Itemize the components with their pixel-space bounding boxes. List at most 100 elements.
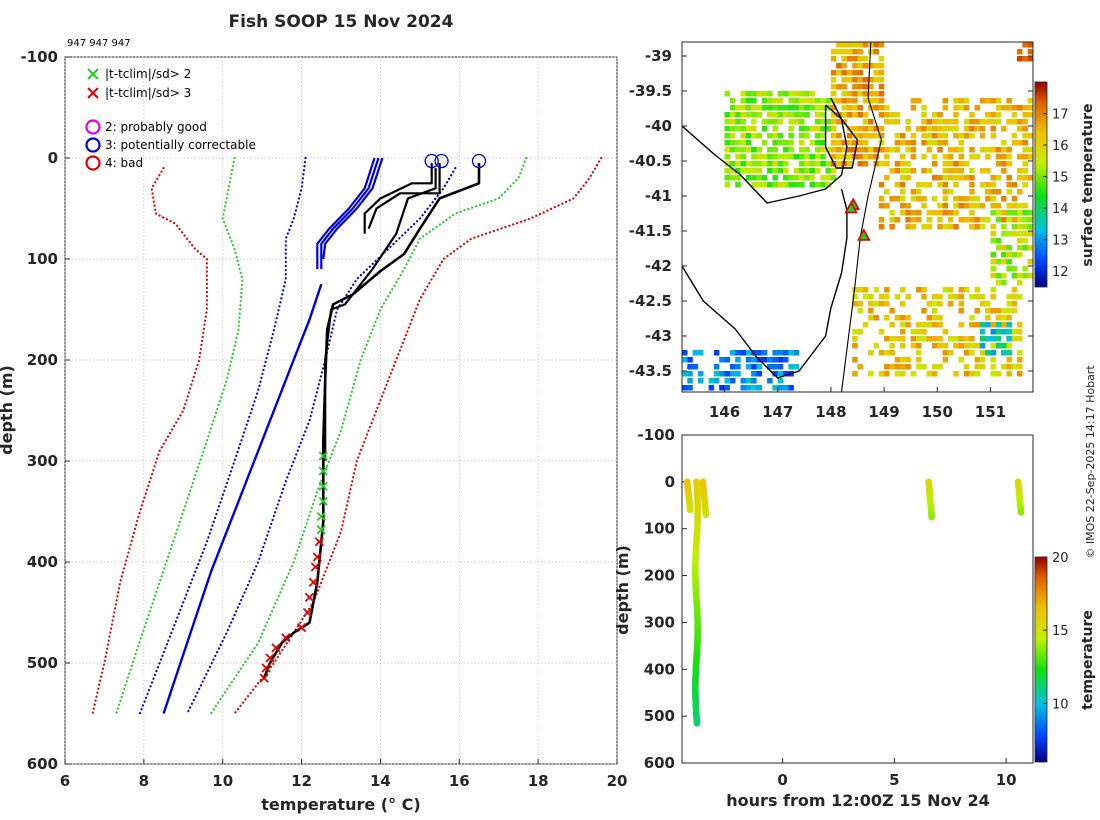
- sst-cell: [969, 196, 975, 202]
- sst-cell: [947, 161, 954, 167]
- sst-cell: [857, 105, 863, 111]
- sst-cell: [926, 126, 933, 132]
- sst-cell: [947, 168, 954, 174]
- sst-cell: [820, 140, 826, 146]
- sst-cell: [1027, 245, 1033, 251]
- sst-cell: [745, 112, 752, 118]
- sst-cell: [974, 105, 980, 111]
- sst-cell: [740, 350, 746, 356]
- sst-cell: [751, 119, 757, 125]
- sst-cell: [857, 140, 863, 146]
- sst-cell: [841, 105, 847, 111]
- sst-cell: [783, 154, 789, 160]
- sst-cell: [799, 182, 805, 188]
- profile-legend: |t-tclim|/sd> 2 |t-tclim|/sd> 3 2: probabl…: [85, 67, 256, 171]
- sst-cell: [687, 357, 693, 363]
- sst-cell: [889, 308, 895, 314]
- sst-cell: [1022, 42, 1028, 48]
- sst-cell: [836, 140, 842, 146]
- sst-cell: [985, 112, 991, 118]
- sst-cell: [862, 91, 869, 97]
- sst-cell: [1001, 273, 1007, 279]
- sec-y-tick-label: 300: [644, 613, 675, 631]
- legend-label: 4: bad: [105, 156, 143, 170]
- sst-cell: [1033, 56, 1039, 62]
- sst-cell: [852, 140, 858, 146]
- map-axes-box: [681, 41, 1034, 393]
- sst-cell: [884, 105, 890, 111]
- sst-cell: [889, 322, 895, 328]
- sst-cell: [777, 140, 784, 146]
- sst-cell: [937, 343, 943, 349]
- sst-cell: [878, 133, 885, 139]
- sst-cell: [910, 336, 917, 342]
- sst-cell: [852, 112, 858, 118]
- sst-cell: [1006, 189, 1012, 195]
- sst-cell: [969, 371, 975, 377]
- sst-cell: [974, 343, 980, 349]
- sst-cell: [862, 161, 869, 167]
- sst-cell: [809, 98, 816, 104]
- sst-cell: [926, 315, 933, 321]
- sst-cell: [1027, 133, 1033, 139]
- section-point: [686, 506, 694, 514]
- sst-cell: [767, 161, 773, 167]
- sst-cell: [910, 154, 917, 160]
- sst-cell: [1017, 203, 1023, 209]
- sst-cell: [974, 308, 980, 314]
- sst-cell: [910, 133, 917, 139]
- sst-cell: [841, 91, 847, 97]
- sst-cell: [1022, 231, 1028, 237]
- sst-cell: [1006, 301, 1012, 307]
- sst-cell: [947, 126, 954, 132]
- sst-cell: [1027, 231, 1033, 237]
- sst-cell: [995, 203, 1002, 209]
- sst-cell: [932, 322, 938, 328]
- sst-cell: [932, 175, 938, 181]
- cross-stroke: [259, 673, 269, 683]
- sst-cell: [916, 357, 922, 363]
- sst-cell: [1027, 49, 1033, 55]
- sst-cell: [926, 140, 933, 146]
- sst-cell: [1017, 49, 1023, 55]
- sst-cell: [761, 98, 768, 104]
- sst-cell: [884, 315, 890, 321]
- sst-cell: [921, 336, 927, 342]
- sst-cell: [788, 91, 794, 97]
- sst-cell: [947, 147, 954, 153]
- sst-cell: [942, 196, 949, 202]
- sst-cell: [910, 329, 917, 335]
- sst-cell: [1017, 231, 1023, 237]
- map-y-tick-label: -41: [645, 187, 672, 205]
- cross-stroke: [271, 643, 281, 653]
- sst-cell: [921, 294, 927, 300]
- sst-cell: [857, 91, 863, 97]
- sst-cell: [820, 112, 826, 118]
- sst-cell: [932, 294, 938, 300]
- sst-cell: [932, 119, 938, 125]
- sst-cell: [878, 42, 885, 48]
- sst-cell: [979, 224, 986, 230]
- map-x-tick-label: 147: [762, 403, 793, 421]
- sst-cell: [868, 371, 874, 377]
- sst-cell: [1022, 154, 1028, 160]
- sst-cell: [799, 105, 805, 111]
- sst-cell: [905, 217, 911, 223]
- sst-cell: [761, 182, 768, 188]
- sst-cell: [937, 217, 943, 223]
- sst-cell: [740, 119, 746, 125]
- section-plot: 0 5 10 -100 0 100 200 300 400 500 600 10 15 20 tempe…: [613, 426, 1096, 810]
- sst-cell: [963, 98, 970, 104]
- sst-cell: [990, 203, 996, 209]
- sst-cell: [1011, 364, 1018, 370]
- sst-cell: [1017, 357, 1023, 363]
- sst-cell: [830, 105, 837, 111]
- sst-cell: [1022, 273, 1028, 279]
- sst-cell: [1001, 315, 1007, 321]
- sst-cell: [953, 147, 959, 153]
- sst-cell: [985, 182, 991, 188]
- sst-cell: [1011, 308, 1018, 314]
- sst-cell: [740, 154, 746, 160]
- sst-cell: [937, 133, 943, 139]
- sst-cell: [841, 112, 847, 118]
